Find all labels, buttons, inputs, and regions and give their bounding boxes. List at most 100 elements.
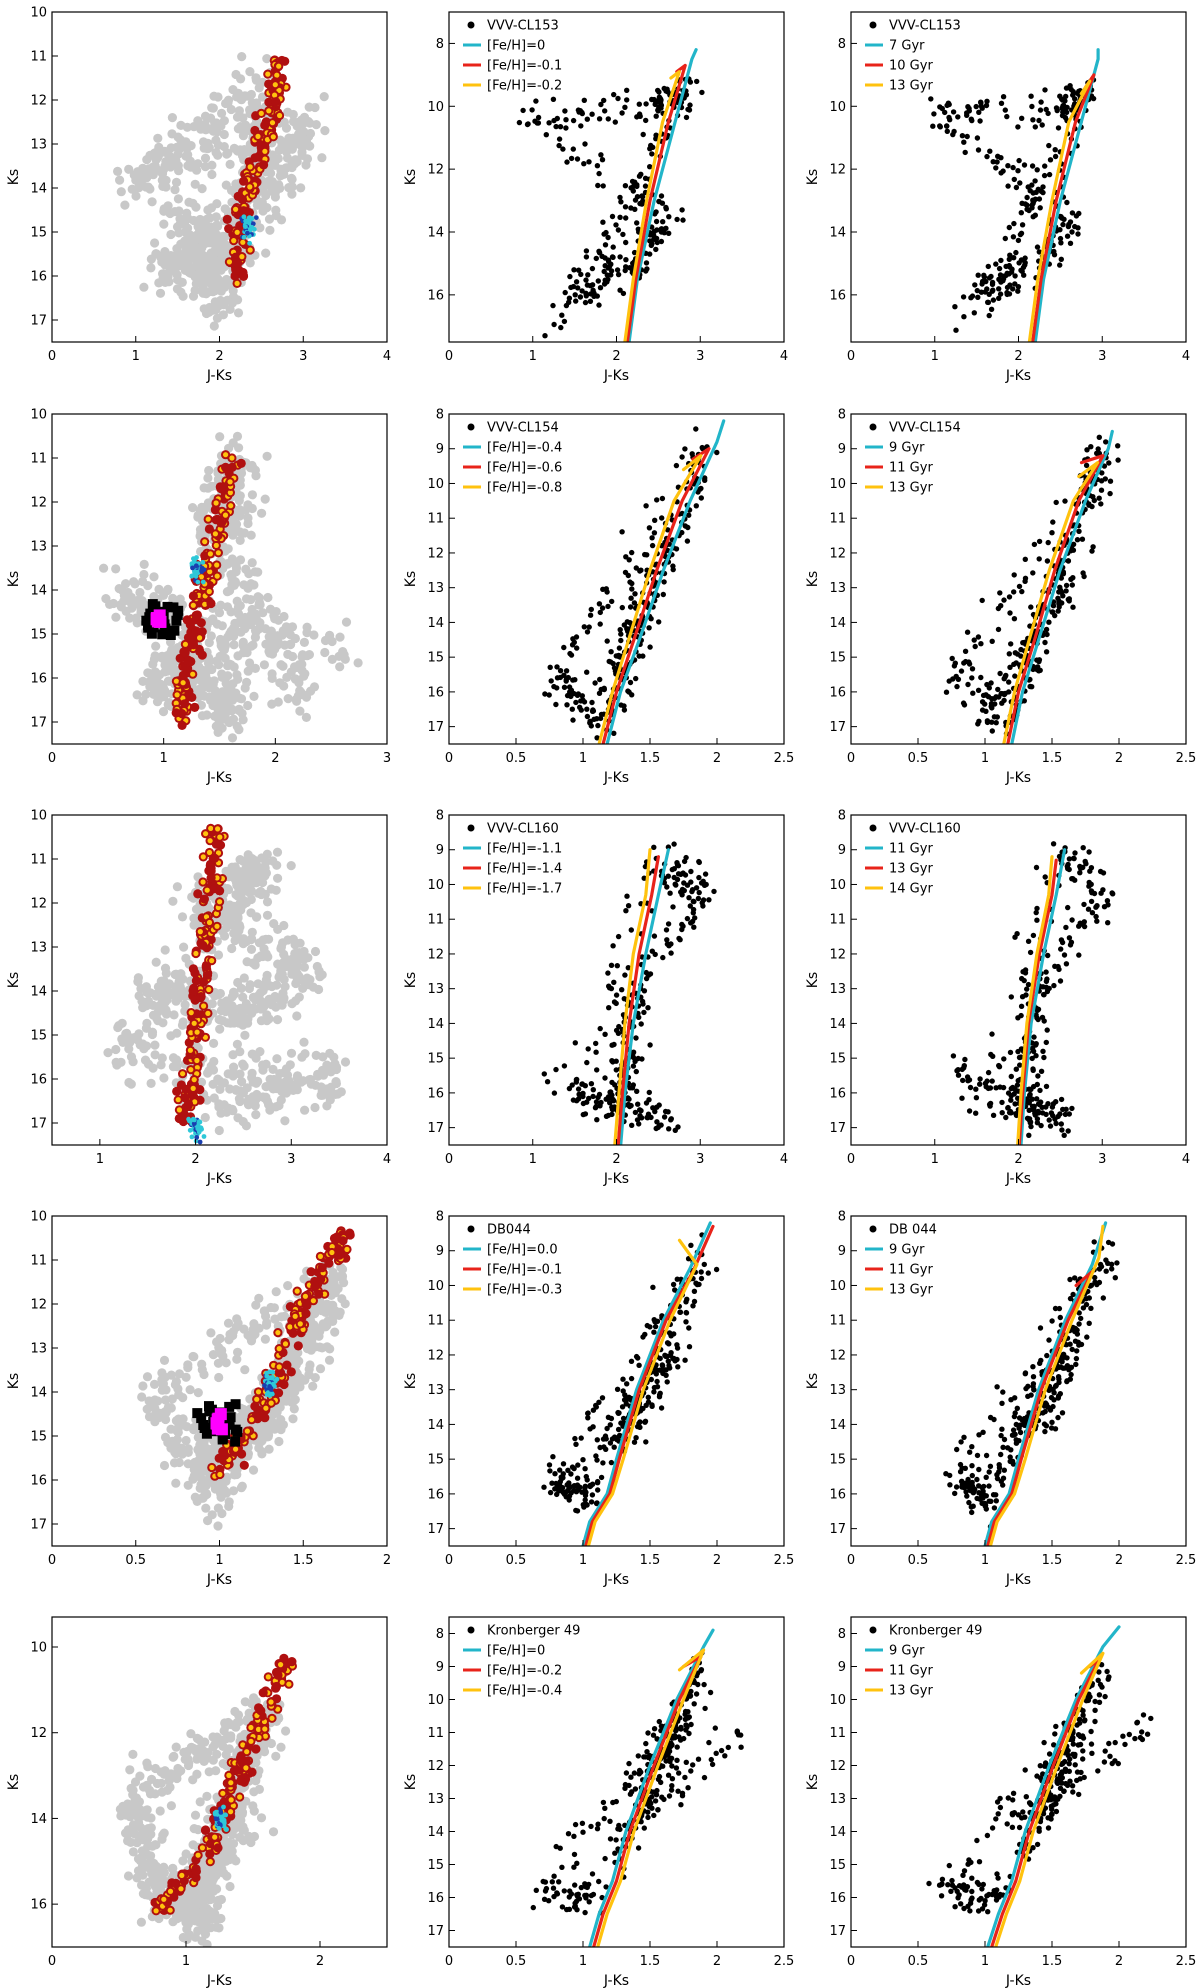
field-star [148,1063,158,1073]
star [596,601,603,607]
x-axis-label: J-Ks [603,770,629,786]
field-star [299,1037,309,1047]
density-peak-star [195,1126,201,1132]
field-star [275,970,285,980]
star [1101,463,1108,469]
field-star [250,862,260,873]
star [1009,266,1015,272]
x-tick-label: 2 [713,751,721,766]
star [1034,657,1040,663]
star [661,579,667,585]
star [996,265,1003,272]
star [551,321,557,328]
field-star [148,659,158,669]
star [570,117,577,124]
star [583,248,590,254]
star [597,285,604,291]
plot-area [103,823,351,1145]
field-star [309,682,320,692]
star [561,684,568,690]
star [943,689,950,695]
star [674,216,680,223]
star [645,1005,651,1011]
field-star [299,671,309,681]
star [683,114,690,121]
star [617,194,623,201]
star [629,580,635,587]
star [962,149,968,156]
star [551,683,557,690]
field-star [335,662,345,672]
star [1042,87,1048,93]
star [660,219,666,225]
field-star [125,613,135,623]
star [622,104,628,111]
field-star [295,706,305,716]
field-star [331,1062,342,1072]
star [1079,536,1086,542]
star [605,1094,612,1100]
field-star [213,950,224,960]
star [961,314,967,320]
star [993,261,999,267]
star [627,1085,633,1091]
field-star [304,102,314,112]
field-star [283,694,293,704]
star [570,283,577,290]
star [971,637,977,643]
legend-marker [869,423,877,431]
density-peak [189,555,207,585]
isochrone-3 [623,70,681,342]
star [532,118,538,124]
star [636,101,642,107]
star [1055,125,1062,131]
field-star [208,614,218,624]
star [687,102,693,108]
star [572,292,578,298]
field-star [298,983,308,994]
star [621,703,627,709]
star [644,1114,650,1121]
field-star [210,691,220,702]
field-star [228,1050,238,1060]
y-axis-label: Ks [6,972,22,988]
star [582,299,589,306]
star [989,719,995,725]
star [1010,164,1016,171]
density-core [173,700,179,706]
field-star [147,1027,158,1037]
field-star [223,95,234,105]
star [1022,575,1029,581]
star [529,107,535,113]
density-core [255,133,261,139]
star [666,230,672,236]
star [983,708,989,714]
field-star [331,1078,341,1089]
density-core [247,164,253,170]
star [1043,626,1050,633]
density-core [201,1003,207,1009]
field-star [269,611,279,621]
x-tick-label: 2 [215,349,223,364]
field-star [246,886,256,896]
y-tick-label: 8 [436,37,444,52]
field-star [215,651,225,662]
star [1000,94,1007,100]
field-star [279,169,289,179]
x-tick-label: 2.5 [774,751,795,766]
star [976,718,982,724]
field-star [126,1079,136,1089]
star [605,603,611,610]
star [1021,698,1027,704]
legend: VVV-CL160[Fe/H]=-1.1[Fe/H]=-1.4[Fe/H]=-1… [463,822,562,897]
plot-area [113,52,330,331]
star [625,1101,632,1108]
legend-label: 7 Gyr [889,39,925,54]
star [1076,528,1082,534]
x-tick-label: 1 [579,751,587,766]
legend-label: 10 Gyr [889,59,933,74]
star [581,624,587,630]
star [584,116,590,122]
